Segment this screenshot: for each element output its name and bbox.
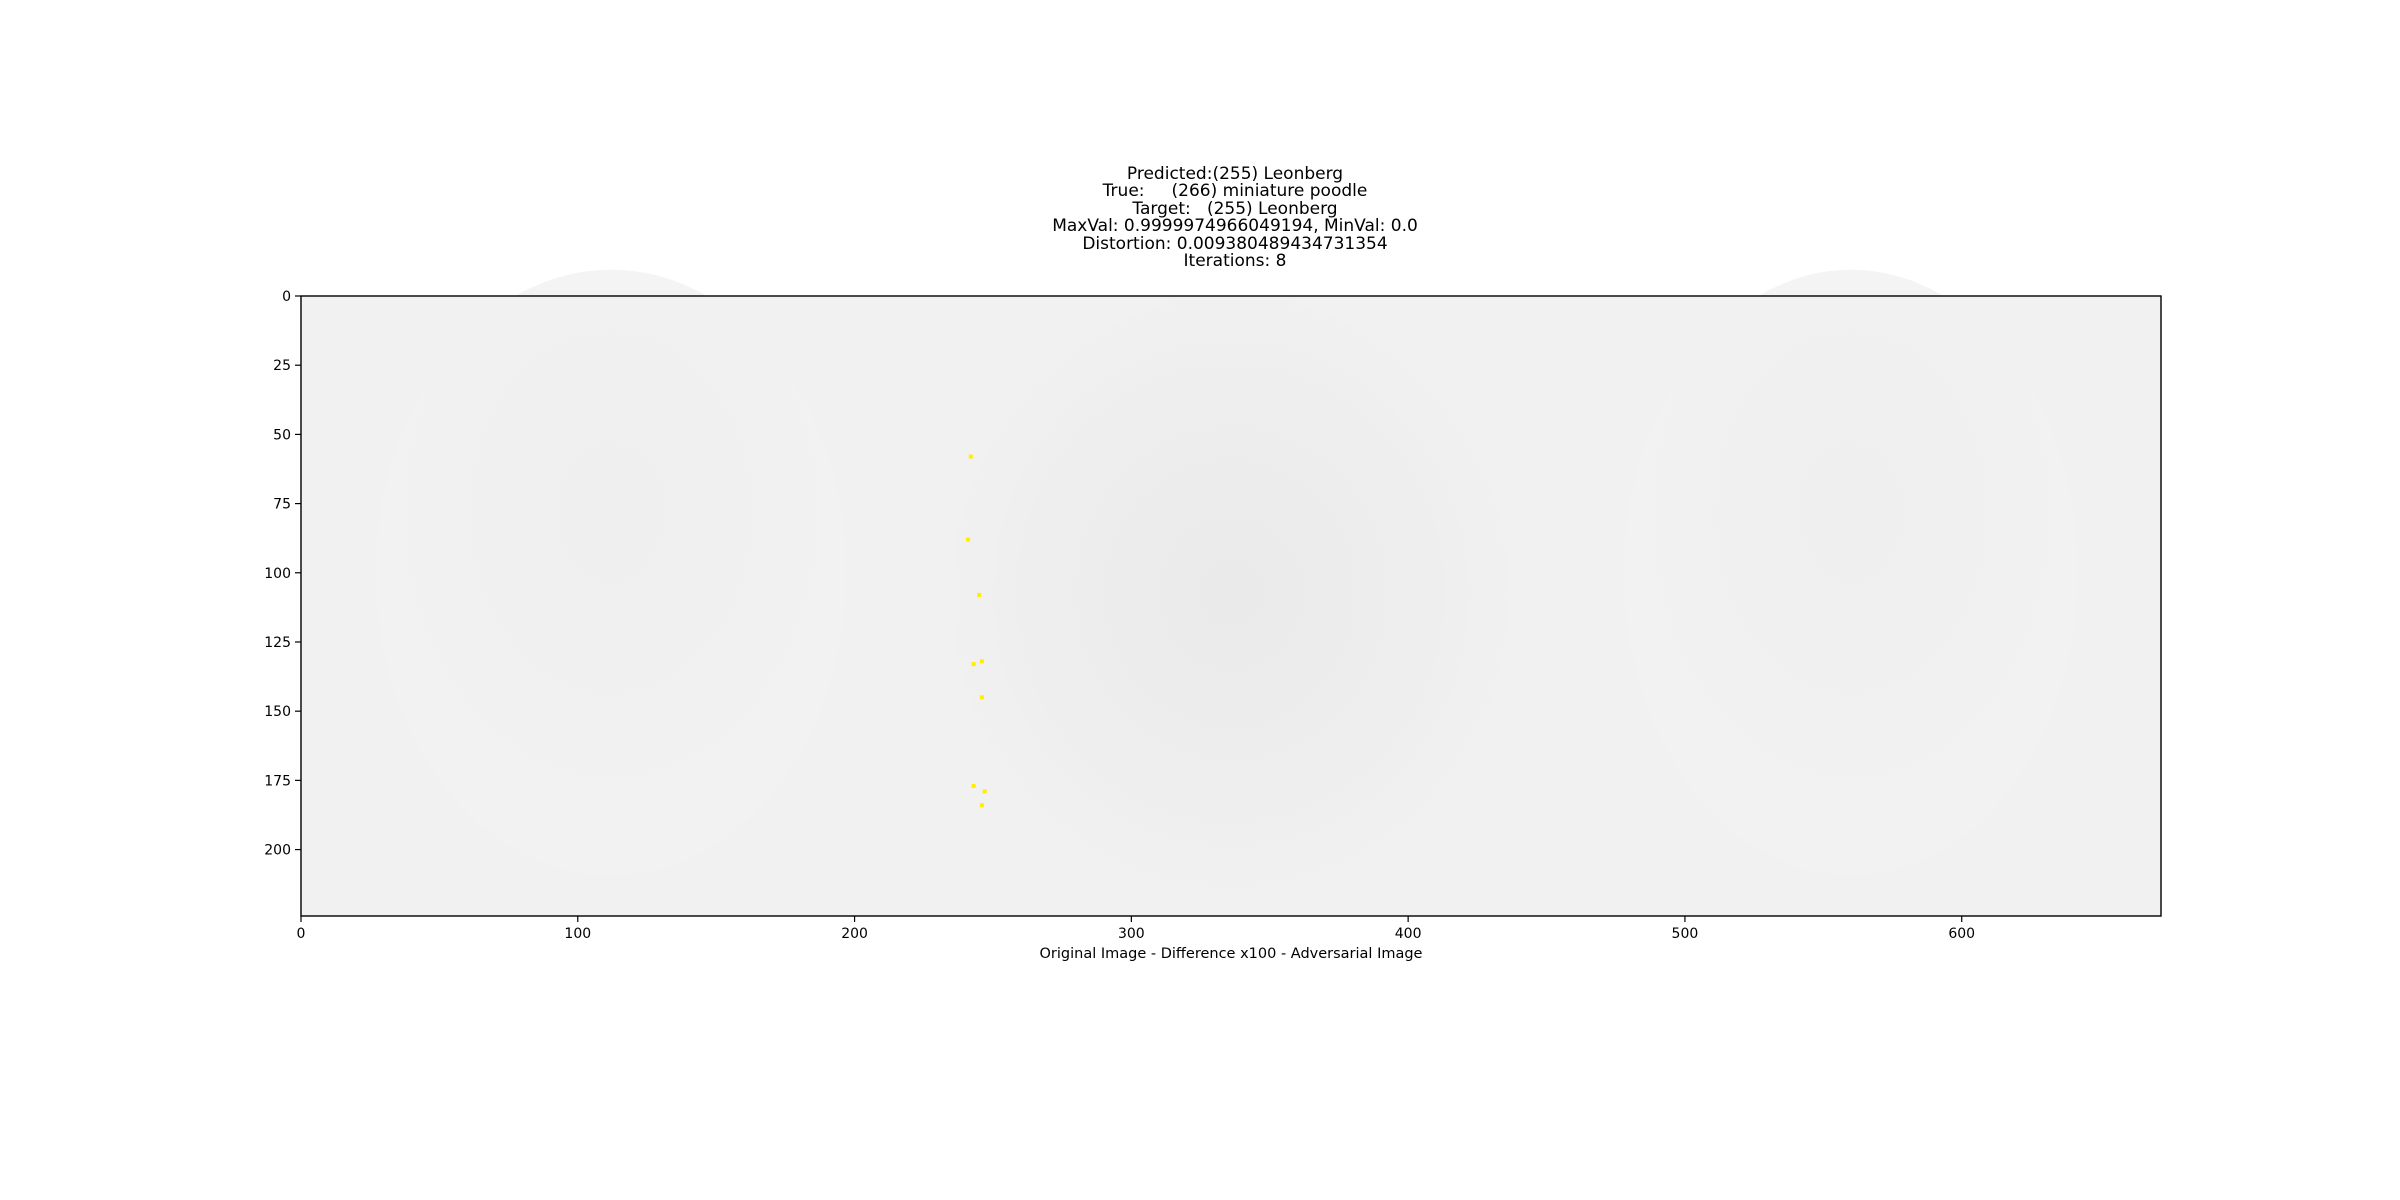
x-tick-label: 300 (1118, 926, 1145, 942)
y-tick-label: 100 (264, 566, 291, 582)
x-axis-label: Original Image - Difference x100 - Adver… (1040, 946, 1423, 962)
highlight-point (971, 783, 976, 788)
x-tick-label: 500 (1672, 926, 1699, 942)
title-true: True: (266) miniature poodle (1102, 181, 1368, 202)
plot-frame (300, 295, 2162, 917)
highlight-point (971, 662, 976, 667)
highlight-point (982, 789, 987, 794)
highlight-point (968, 454, 973, 459)
original-image-region (375, 269, 847, 876)
y-tick-label: 75 (273, 497, 291, 513)
y-tick-label: 50 (273, 427, 291, 443)
y-tick-label: 125 (264, 635, 291, 651)
highlight-point (979, 659, 984, 664)
x-tick-label: 100 (564, 926, 591, 942)
y-tick-label: 0 (282, 289, 291, 305)
x-axis: 0 100 200 300 400 500 600 (297, 916, 1975, 942)
x-tick-label: 200 (841, 926, 868, 942)
x-tick-label: 400 (1395, 926, 1422, 942)
y-tick-label: 175 (264, 773, 291, 789)
highlight-point (979, 695, 984, 700)
x-tick-label: 600 (1948, 926, 1975, 942)
chart-title: Predicted:(255) Leonberg True: (266) min… (0, 164, 2400, 272)
highlight-point (966, 537, 971, 542)
title-maxmin: MaxVal: 0.9999974966049194, MinVal: 0.0 (1052, 216, 1418, 237)
difference-image-region (940, 296, 1522, 916)
highlight-points (966, 454, 987, 808)
highlight-point (977, 592, 982, 597)
adversarial-image-region (1624, 269, 2078, 876)
y-axis: 0 25 50 75 100 125 150 175 200 (264, 289, 301, 859)
title-distortion: Distortion: 0.009380489434731354 (1082, 233, 1388, 254)
y-tick-label: 150 (264, 704, 291, 720)
title-iterations: Iterations: 8 (1183, 251, 1287, 272)
x-tick-label: 0 (297, 926, 306, 942)
title-predicted: Predicted:(255) Leonberg (1126, 164, 1344, 184)
image-area (301, 269, 2161, 916)
y-tick-label: 200 (264, 843, 291, 859)
title-target: Target: (255) Leonberg (1132, 198, 1338, 219)
y-tick-label: 25 (273, 358, 291, 374)
highlight-point (979, 803, 984, 808)
